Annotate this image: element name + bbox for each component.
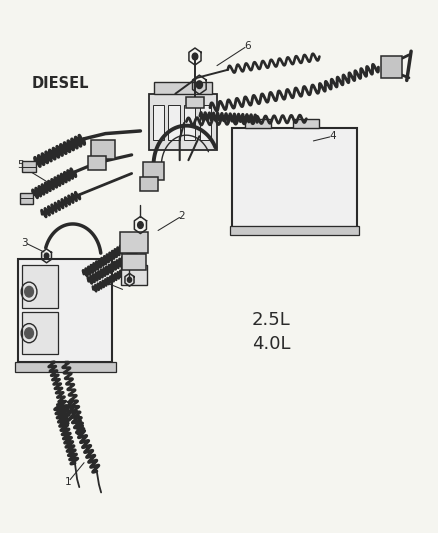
Bar (21, 312, 58, 354)
Text: 5: 5 (17, 160, 24, 171)
Text: 4: 4 (102, 278, 109, 287)
Circle shape (44, 253, 49, 259)
Bar (21, 265, 58, 308)
Text: 2: 2 (179, 211, 185, 221)
Bar (153, 82, 212, 94)
Bar (22, 161, 36, 172)
Bar (381, 56, 403, 78)
Bar (120, 232, 148, 253)
Circle shape (196, 81, 202, 88)
Bar (14, 362, 116, 372)
Bar (149, 94, 217, 150)
Text: 4: 4 (329, 131, 336, 141)
Bar (186, 98, 204, 108)
Circle shape (192, 53, 198, 60)
Text: 3: 3 (21, 238, 28, 247)
Bar (91, 140, 115, 159)
Bar (20, 193, 33, 204)
Bar (143, 162, 164, 180)
Circle shape (25, 328, 33, 338)
Circle shape (138, 222, 143, 229)
Circle shape (25, 286, 33, 297)
Bar (121, 265, 147, 285)
Bar (230, 226, 359, 235)
Bar (122, 254, 146, 270)
Text: 6: 6 (244, 41, 251, 51)
Bar (293, 119, 319, 128)
Bar (245, 119, 272, 128)
Text: 1: 1 (65, 477, 72, 487)
Bar (200, 106, 211, 140)
Bar (184, 106, 195, 140)
Circle shape (127, 277, 131, 282)
Bar (88, 156, 106, 169)
Bar (232, 128, 357, 227)
Bar (18, 259, 112, 362)
Bar (168, 106, 180, 140)
Text: DIESEL: DIESEL (31, 76, 89, 91)
Bar (152, 106, 164, 140)
Text: 2.5L: 2.5L (252, 311, 290, 329)
Text: 4.0L: 4.0L (252, 335, 290, 353)
Bar (141, 177, 158, 191)
